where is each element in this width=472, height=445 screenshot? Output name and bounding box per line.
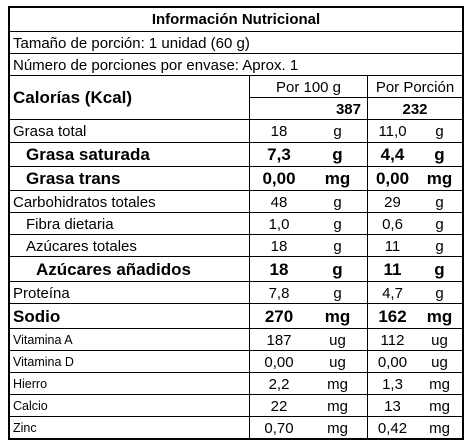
per-100g-header: Por 100 g (249, 76, 367, 98)
nutrient-label: Vitamina A (13, 333, 73, 347)
value-per-serving: 1,3 (367, 373, 417, 395)
nutrient-row: Grasa trans 0,00 mg 0,00 mg (10, 166, 462, 191)
serving-size: Tamaño de porción: 1 unidad (60 g) (13, 34, 250, 52)
calories-per-100g: 387 (249, 98, 367, 120)
value-per-serving: 13 (367, 395, 417, 417)
value-per-serving: 0,42 (367, 417, 417, 439)
value-per-100g: 18 (249, 235, 308, 257)
value-per-100g: 0,00 (249, 167, 308, 191)
unit-per-serving: mg (429, 375, 450, 393)
unit-per-100g: mg (324, 306, 351, 326)
nutrient-row: Fibra dietaria 1,0 g 0,6 g (10, 212, 462, 235)
value-per-100g: 0,70 (249, 417, 308, 439)
value-per-100g: 0,00 (249, 351, 308, 373)
nutrient-label: Azúcares totales (26, 237, 137, 255)
unit-per-serving: mg (426, 169, 453, 188)
calories-per-serving: 232 (367, 98, 462, 120)
value-per-serving: 0,6 (367, 213, 417, 235)
unit-per-serving: g (435, 123, 444, 140)
unit-per-serving: mg (426, 306, 453, 326)
nutrient-row: Hierro 2,2 mg 1,3 mg (10, 372, 462, 395)
value-per-serving: 162 (367, 304, 417, 329)
unit-per-100g: g (333, 284, 342, 302)
nutrient-row: Calcio 22 mg 13 mg (10, 394, 462, 417)
nutrient-label: Grasa trans (26, 169, 121, 188)
value-per-100g: 1,0 (249, 213, 308, 235)
value-per-100g: 22 (249, 395, 308, 417)
value-per-100g: 7,8 (249, 282, 308, 304)
calories-values-row: 387 232 (249, 97, 462, 120)
unit-per-100g: g (332, 145, 343, 164)
nutrient-row: Grasa total 18 g 11,0 g (10, 119, 462, 143)
nutrient-row: Azúcares totales 18 g 11 g (10, 234, 462, 257)
table-title: Información Nutricional (151, 11, 321, 28)
unit-per-100g: mg (327, 397, 348, 415)
value-per-serving: 0,00 (367, 351, 417, 373)
value-per-serving: 0,00 (367, 167, 417, 191)
value-per-serving: 11 (367, 257, 417, 282)
unit-per-100g: g (332, 259, 343, 279)
unit-per-serving: g (435, 284, 444, 302)
unit-per-100g: g (333, 215, 342, 233)
value-per-serving: 11 (367, 235, 417, 257)
nutrient-label: Fibra dietaria (26, 215, 114, 233)
calories-label: Calorías (Kcal) (13, 88, 133, 107)
nutrient-label: Vitamina D (13, 355, 74, 369)
unit-per-serving: ug (431, 331, 448, 349)
serving-size-row: Tamaño de porción: 1 unidad (60 g) (10, 31, 462, 54)
nutrient-row: Vitamina D 0,00 ug 0,00 ug (10, 350, 462, 373)
value-per-serving: 29 (367, 191, 417, 213)
value-per-serving: 4,7 (367, 282, 417, 304)
nutrient-label: Azúcares añadidos (36, 259, 191, 279)
per-serving-header: Por Porción (367, 76, 462, 98)
nutrient-label: Zinc (13, 421, 37, 435)
value-per-serving: 4,4 (367, 143, 417, 167)
value-per-100g: 18 (249, 120, 308, 143)
unit-per-serving: g (434, 145, 445, 164)
nutrient-label: Grasa saturada (26, 145, 150, 164)
unit-per-100g: g (333, 193, 342, 211)
nutrient-row: Proteína 7,8 g 4,7 g (10, 281, 462, 304)
column-header-row: Calorías (Kcal) Por 100 g Por Porción (10, 75, 462, 107)
servings-per-container: Número de porciones por envase: Aprox. 1 (13, 56, 299, 74)
unit-per-100g: mg (327, 419, 348, 437)
unit-per-100g: g (333, 237, 342, 255)
nutrient-row: Sodio 270 mg 162 mg (10, 303, 462, 329)
servings-per-container-row: Número de porciones por envase: Aprox. 1 (10, 53, 462, 76)
unit-per-serving: g (435, 193, 444, 211)
nutrient-row: Vitamina A 187 ug 112 ug (10, 328, 462, 351)
nutrient-label: Sodio (13, 306, 61, 326)
unit-per-serving: g (434, 259, 445, 279)
unit-per-100g: ug (329, 353, 346, 371)
unit-per-serving: g (435, 215, 444, 233)
nutrient-row: Zinc 0,70 mg 0,42 mg (10, 416, 462, 439)
value-per-100g: 18 (249, 257, 308, 282)
unit-per-serving: mg (429, 419, 450, 437)
nutrient-label: Proteína (13, 284, 70, 302)
nutrient-row: Azúcares añadidos 18 g 11 g (10, 256, 462, 282)
nutrient-label: Hierro (13, 377, 48, 391)
unit-per-100g: g (333, 123, 342, 140)
value-per-100g: 7,3 (249, 143, 308, 167)
value-per-100g: 2,2 (249, 373, 308, 395)
value-per-100g: 48 (249, 191, 308, 213)
unit-per-100g: mg (324, 169, 351, 188)
nutrient-row: Carbohidratos totales 48 g 29 g (10, 190, 462, 213)
value-per-100g: 270 (249, 304, 308, 329)
nutrient-label: Calcio (13, 399, 48, 413)
value-per-100g: 187 (249, 329, 308, 351)
nutrition-facts-table: Información Nutricional Tamaño de porció… (8, 6, 464, 440)
unit-per-serving: mg (429, 397, 450, 415)
unit-per-100g: mg (327, 375, 348, 393)
value-per-serving: 112 (367, 329, 417, 351)
title-row: Información Nutricional (10, 8, 462, 31)
unit-per-serving: ug (431, 353, 448, 371)
unit-per-serving: g (435, 237, 444, 255)
nutrient-row: Grasa saturada 7,3 g 4,4 g (10, 142, 462, 167)
unit-per-100g: ug (329, 331, 346, 349)
nutrient-label: Carbohidratos totales (13, 193, 156, 211)
value-per-serving: 11,0 (367, 120, 417, 143)
nutrient-label: Grasa total (13, 123, 87, 140)
